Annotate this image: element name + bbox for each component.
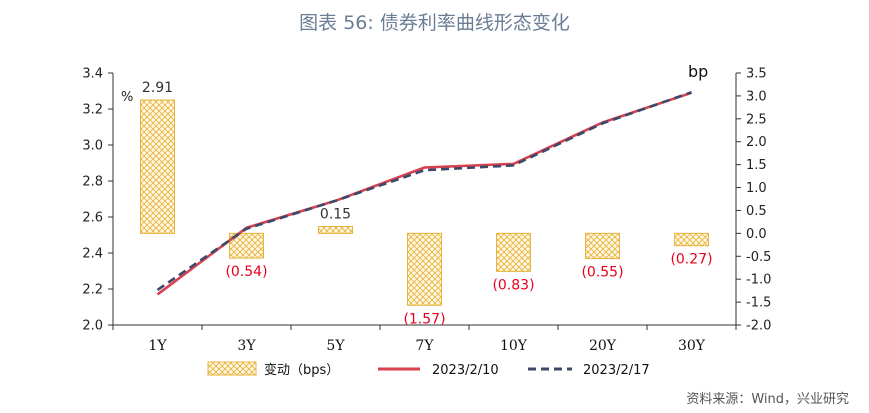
- left-tick-label: 2.6: [82, 211, 103, 226]
- bar-value-label: (0.54): [225, 264, 267, 280]
- bar-change-1Y: [140, 99, 175, 234]
- left-tick-label: 2.8: [82, 175, 103, 190]
- bar-value-label: (1.57): [403, 311, 445, 327]
- left-tick-label: 2.0: [82, 319, 103, 334]
- right-tick-label: -1.0: [746, 273, 771, 288]
- left-tick-label: 2.2: [82, 283, 103, 298]
- left-tick-label: 3.2: [82, 103, 103, 118]
- bar-value-label: (0.27): [670, 252, 712, 268]
- legend: 变动（bps） 2023/2/10 2023/2/17: [207, 361, 650, 378]
- right-tick-label: -0.5: [746, 250, 771, 265]
- bar-change-10Y: [496, 232, 531, 272]
- bar-value-label: (0.83): [492, 277, 534, 293]
- right-tick-label: 0.5: [746, 204, 767, 219]
- bar-change-5Y: [318, 225, 353, 234]
- legend-swatch-change: [207, 361, 257, 376]
- right-tick-label: 2.5: [746, 112, 767, 127]
- chart-title: 图表 56: 债券利率曲线形态变化: [299, 12, 570, 34]
- bar-value-label: 0.15: [320, 206, 351, 222]
- x-tick-label: 10Y: [500, 338, 528, 354]
- lines-layer: [156, 91, 692, 296]
- bar-value-label: 2.91: [142, 80, 173, 96]
- source-note: 资料来源：Wind，兴业研究: [686, 392, 849, 407]
- right-tick-label: 0.0: [746, 227, 767, 242]
- bar-change-7Y: [407, 232, 442, 306]
- labels-layer: 2.91 (0.54) 0.15 (1.57) (0.83) (0.55) (0.27): [142, 80, 713, 327]
- x-tick-label: 3Y: [237, 338, 256, 354]
- right-tick-label: 1.0: [746, 181, 767, 196]
- left-unit-label: %: [121, 90, 133, 105]
- x-tick-label: 5Y: [326, 338, 345, 354]
- right-unit-label: bp: [688, 62, 708, 81]
- bar-change-30Y: [674, 232, 709, 247]
- bars-layer: [140, 99, 709, 306]
- left-tick-label: 3.4: [82, 67, 103, 82]
- bar-value-label: (0.55): [581, 265, 623, 281]
- right-tick-label: 3.5: [746, 67, 767, 82]
- right-tick-label: 2.0: [746, 135, 767, 150]
- series-line-2023-2-17: [156, 91, 692, 291]
- legend-label-change: 变动（bps）: [264, 362, 339, 378]
- left-tick-label: 2.4: [82, 247, 103, 262]
- right-tick-label: -2.0: [746, 319, 771, 334]
- x-tick-label: 7Y: [415, 338, 434, 354]
- x-tick-label: 20Y: [589, 338, 617, 354]
- legend-label-2023-2-10: 2023/2/10: [432, 363, 499, 378]
- right-tick-label: 1.5: [746, 158, 767, 173]
- x-tick-label: 1Y: [148, 338, 167, 354]
- left-tick-label: 3.0: [82, 139, 103, 154]
- right-tick-label: -1.5: [746, 296, 771, 311]
- bar-change-20Y: [585, 232, 620, 260]
- legend-label-2023-2-17: 2023/2/17: [583, 363, 650, 378]
- right-tick-label: 3.0: [746, 89, 767, 104]
- x-tick-label: 30Y: [678, 338, 706, 354]
- axes-layer: 2.0 2.2 2.4 2.6 2.8 3.0 3.2 3.4 -2.0 -1.5 -1.0 -0.5…: [82, 62, 771, 354]
